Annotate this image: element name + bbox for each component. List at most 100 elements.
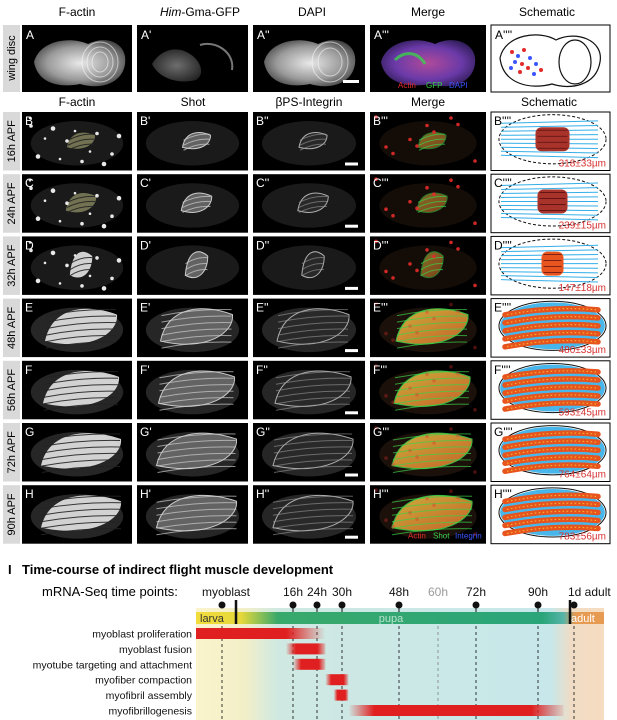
panel-letter: G' [140,425,152,439]
mid-header-merge: Merge [411,95,445,109]
fiber-line [299,138,327,146]
speckle [50,188,56,193]
merge-legend-gfp: GFP [426,81,442,90]
speckle [101,223,107,229]
fiber-line [45,334,117,343]
merge-legend-shot: Shot [433,532,450,541]
thorax-outline [498,176,607,227]
top-header-schematic: Schematic [519,5,575,19]
schematic-myotube [537,189,568,214]
speckle [415,517,419,521]
speckle [408,510,412,515]
fiber-line [185,269,208,277]
scale-bar-a [343,80,359,83]
speckle [456,184,460,189]
fiber-line [275,403,351,411]
fiber-line [273,459,353,467]
fiber-line [275,384,351,392]
tendon-line [500,212,599,216]
time-label-box [3,485,20,544]
fiber-line [418,133,446,141]
process-label: myofibrillogenesis [109,706,192,718]
tendon-line [500,216,599,221]
tendon-line [500,187,599,190]
speckle [110,276,114,281]
fiber-line [420,269,444,277]
speckle [80,221,84,226]
speckle [449,489,453,494]
fiber-line [40,502,122,510]
fiber-line [157,452,236,460]
speckle [384,269,388,274]
fiber-line [159,397,234,405]
fiber-line [301,263,325,271]
fiber-line [420,257,444,265]
speckle [449,302,453,307]
fiber-line [159,384,234,392]
speckle [425,248,429,252]
fiber-line [392,433,472,441]
fiber-line [394,397,470,405]
fiber-line [183,143,210,151]
speckle [29,124,33,128]
speckle [43,261,47,265]
fiber-line [277,341,349,349]
speckle [88,274,92,278]
fiber-line [69,257,93,265]
panel-letter: D''' [373,238,389,252]
panel-letter: H'''' [494,487,512,501]
top-header-gma-rest: -Gma-GFP [181,5,240,19]
panel-letter: H [25,487,34,501]
speckle [415,268,419,273]
speckle [58,219,62,223]
process-label: myofibril assembly [106,690,193,702]
schematic-myotube [535,127,570,152]
time-label-box [3,423,20,482]
panel-i-letter: I [8,562,12,577]
speckle [35,278,41,284]
merge-legend-integrin: Integrin [455,532,482,541]
timepoint-label: 60h [428,585,448,599]
panel-letter: C'' [256,176,269,190]
fiber-line [396,321,468,330]
fiber-line [418,138,446,146]
fiber-line [391,521,473,529]
timepoint-dot [570,601,578,609]
fiber-line [41,439,121,447]
wing-disc-label: wing disc [6,35,18,82]
panel-a-schematic [490,24,611,93]
fiber-line [273,452,353,460]
tendon-line [500,249,599,253]
fiber-line [156,508,237,516]
fiber-line [298,205,328,213]
schematic-nuclei [506,386,597,394]
time-label: 90h APF [6,493,18,535]
fiber-line [156,495,237,503]
speckle [374,177,378,181]
fiber-line [40,495,122,503]
fiber-line [45,315,117,323]
timeline-panel: I Time-course of indirect flight muscle … [8,562,611,720]
schematic-nuclei [506,394,597,402]
label-a2: A'' [257,28,270,42]
timeline-title: Time-course of indirect flight muscle de… [22,562,334,577]
speckle [29,248,33,253]
dapi-shape-a [264,40,356,87]
process-bar [348,705,564,716]
row-f: 56h APF F F' F'' F''' F'''' 593±45µm [3,360,611,420]
speckle [449,240,453,245]
speckle [374,426,378,430]
speckle [58,157,62,161]
panel-letter: F [25,363,32,377]
panel-letter: F'''' [494,363,511,377]
fiber-length: 318±33µm [559,159,606,170]
speckle [449,116,453,120]
panel-letter: E'' [256,301,269,315]
stage-larva: larva [200,613,225,625]
schematic-nuclei [506,456,597,464]
fiber-line [43,390,119,398]
speckle [456,309,460,313]
speckle [80,284,84,288]
panel-letter: E [25,301,33,315]
row-g: 72h APF G G' G'' G''' G'''' 764±64µm [3,422,611,482]
